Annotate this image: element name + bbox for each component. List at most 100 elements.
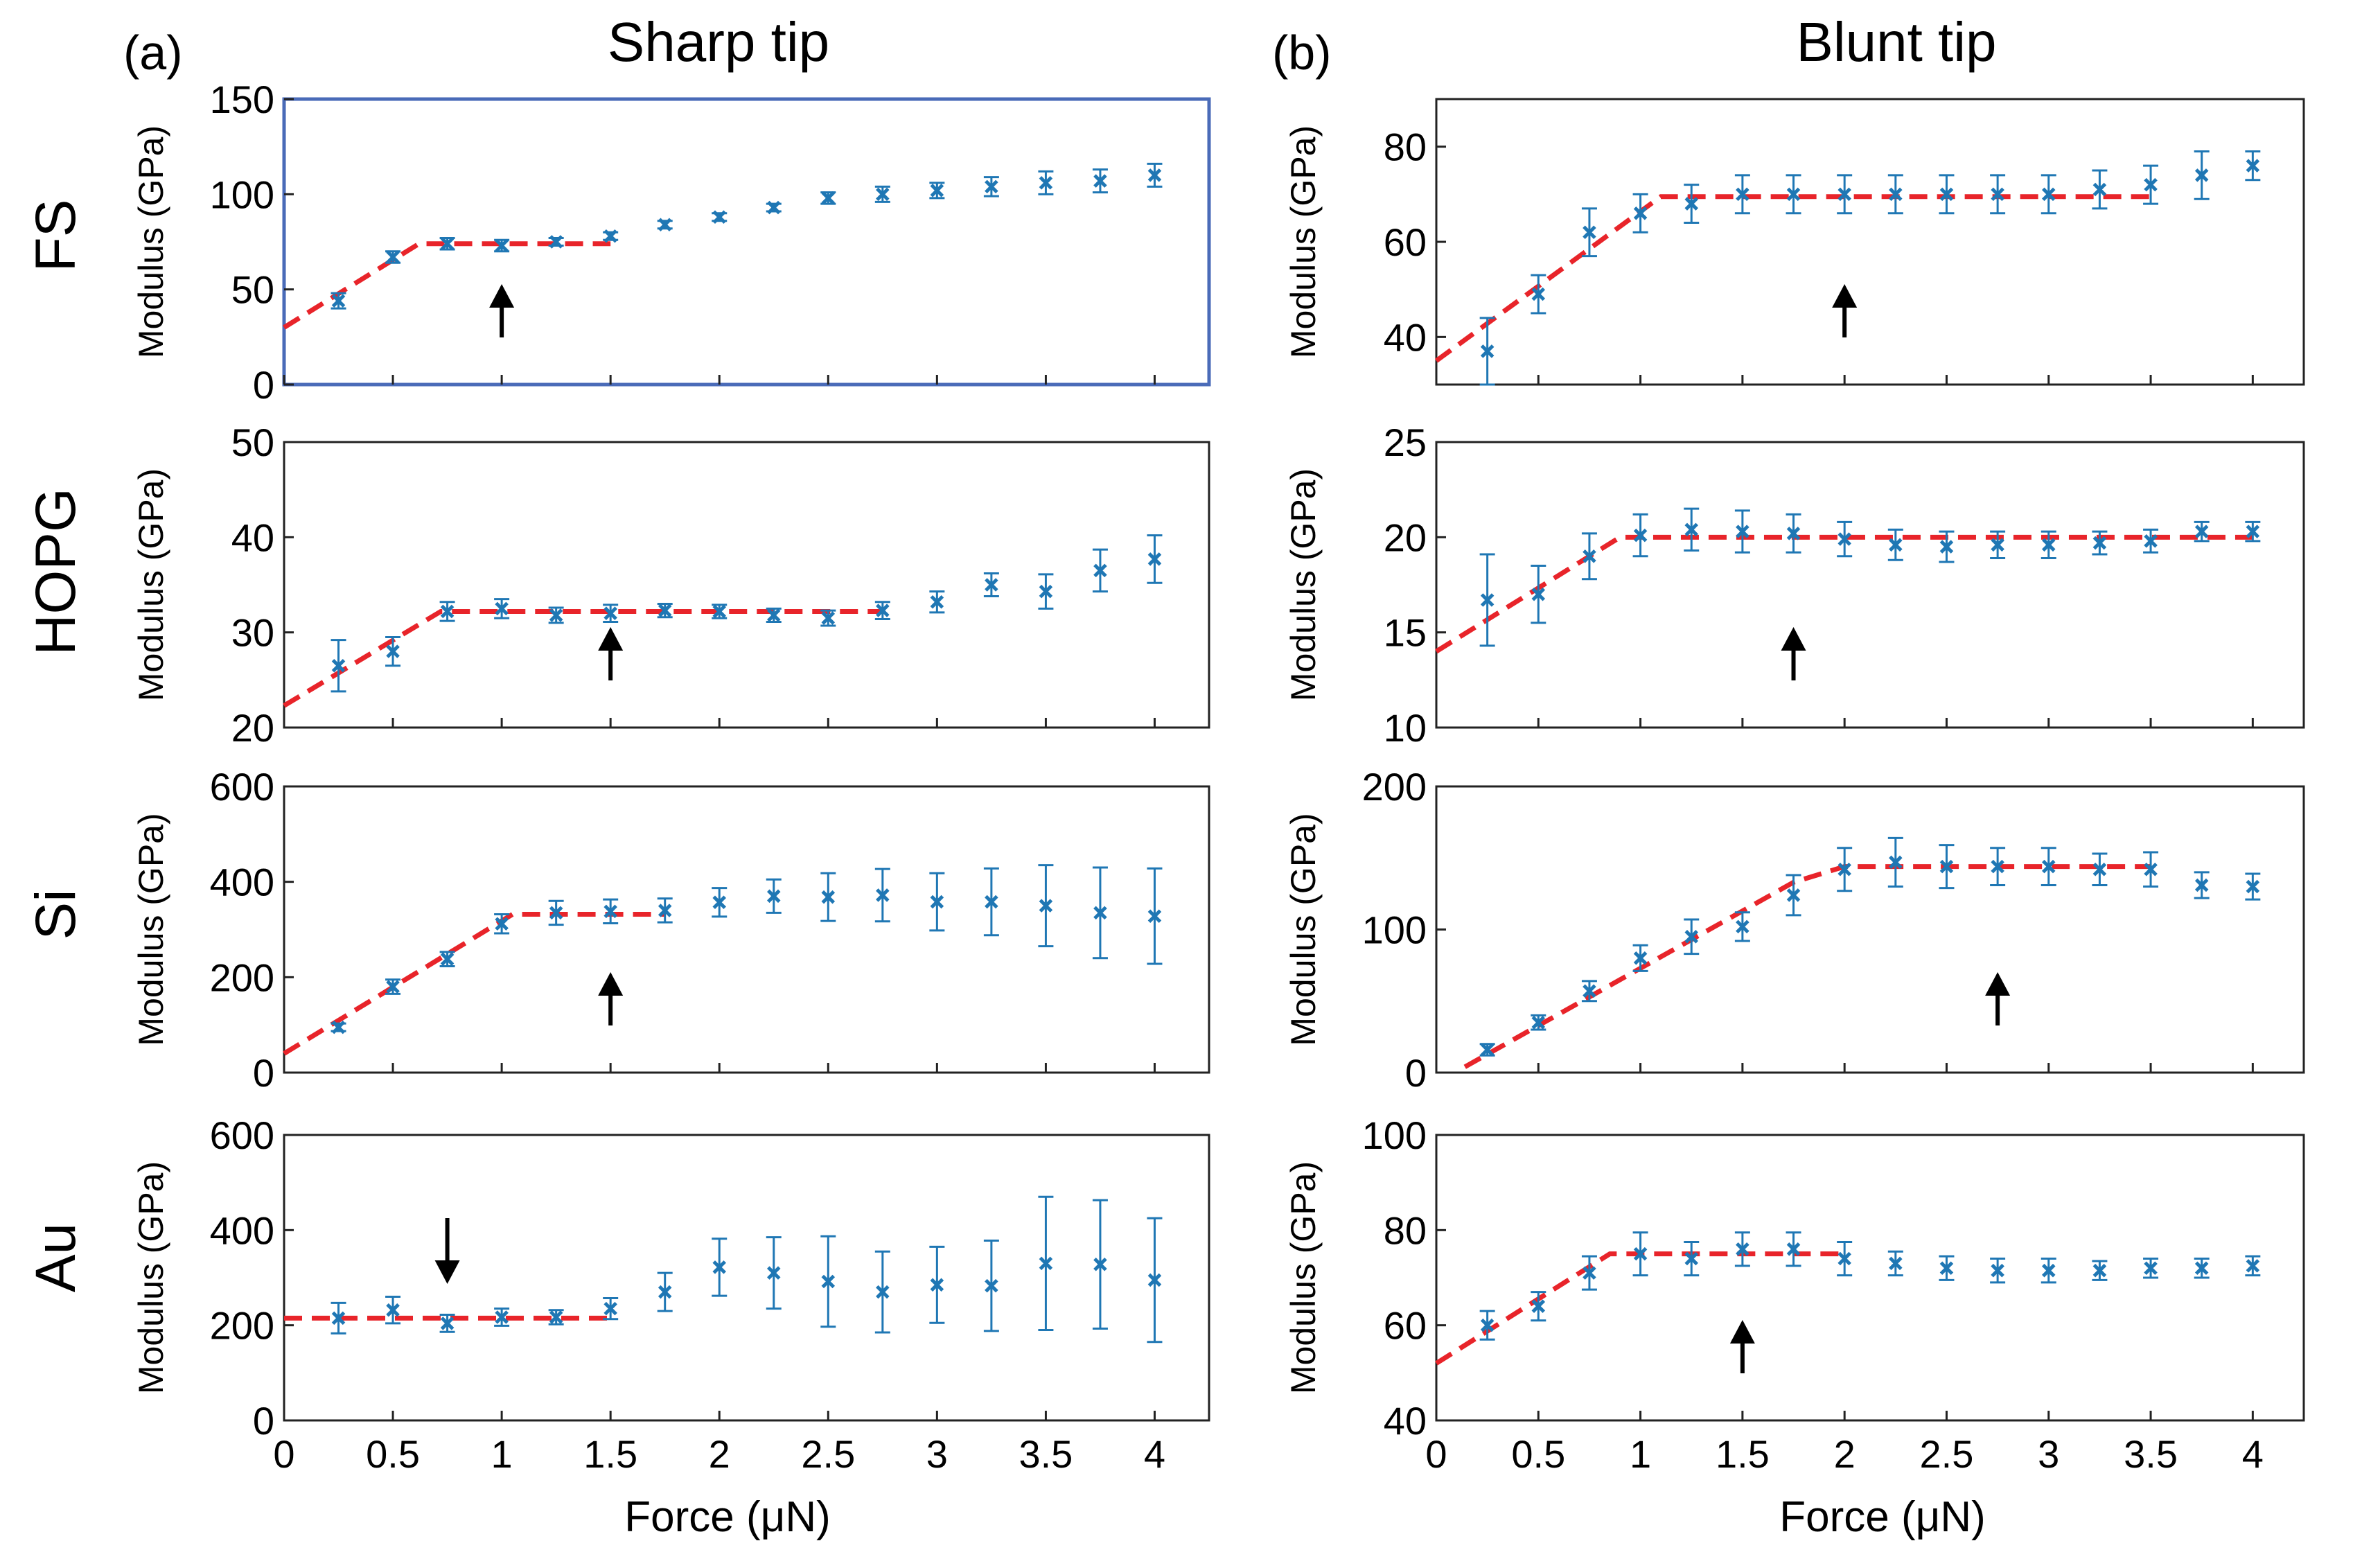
data-point	[1990, 174, 2006, 215]
y-tick-label: 10	[1384, 706, 1427, 750]
column-title-blunt-tip: Blunt tip	[1796, 11, 1996, 73]
data-point	[1479, 1310, 1495, 1341]
data-point	[2040, 1258, 2056, 1284]
data-marker	[821, 611, 836, 625]
data-marker	[2194, 168, 2209, 182]
data-marker	[766, 200, 781, 215]
panel-b-Si: 0 100 200 Modulus (GPa)	[1284, 765, 2305, 1095]
x-tick-label: 1.5	[583, 1432, 637, 1476]
data-point	[494, 598, 510, 619]
data-marker	[1093, 174, 1107, 188]
x-axis-label-blunt: Force (μN)	[1779, 1493, 1986, 1541]
data-point	[983, 867, 999, 937]
fit-line	[1435, 534, 2253, 654]
data-marker	[658, 1285, 672, 1299]
x-tick-label: 4	[1144, 1432, 1165, 1476]
data-point	[712, 210, 728, 224]
data-point	[929, 872, 945, 932]
data-marker	[1889, 855, 1903, 870]
fit-line	[283, 608, 883, 708]
arrow-head	[1985, 972, 2011, 996]
data-marker	[1583, 984, 1596, 998]
data-marker	[1531, 287, 1546, 301]
axes-frame	[1435, 441, 2305, 729]
data-marker	[2092, 1263, 2107, 1278]
data-point	[385, 250, 401, 264]
data-point	[1990, 847, 2006, 886]
data-marker	[1480, 593, 1495, 607]
data-marker	[1837, 187, 1851, 202]
y-tick-label: 80	[1384, 1208, 1427, 1252]
data-point	[983, 176, 999, 197]
data-point	[1092, 1199, 1108, 1330]
data-marker	[2092, 536, 2107, 550]
arrow-icon	[1729, 1320, 1755, 1373]
x-tick-label: 0.5	[366, 1432, 420, 1476]
data-marker	[495, 917, 509, 931]
row-label-si: Si	[24, 890, 87, 940]
data-marker	[1939, 1261, 1954, 1276]
data-marker	[386, 250, 400, 264]
data-marker	[930, 594, 944, 609]
data-point	[385, 978, 401, 995]
data-point	[929, 182, 945, 200]
x-tick-label: 1	[1630, 1432, 1651, 1476]
data-point	[874, 601, 890, 620]
y-tick-label: 0	[253, 363, 274, 407]
data-marker	[1147, 909, 1162, 923]
y-axis-label: Modulus (GPa)	[132, 468, 170, 701]
data-marker	[2194, 1261, 2209, 1276]
panel-b-Au: 0 0.5 1 1.5 2 2.5 3 3.5 4 40 60 80 100 Modulus (GPa)	[1284, 1113, 2305, 1476]
data-point	[494, 913, 510, 935]
data-marker	[331, 658, 346, 673]
data-point	[2194, 1258, 2210, 1279]
data-marker	[985, 179, 998, 194]
data-marker	[2144, 177, 2158, 192]
data-point	[2092, 169, 2108, 210]
arrow-icon	[598, 972, 624, 1025]
y-tick-label: 400	[210, 861, 274, 904]
data-marker	[1531, 1015, 1546, 1030]
data-point	[385, 1295, 401, 1325]
data-point	[2245, 520, 2261, 543]
data-marker	[766, 608, 781, 622]
data-point	[2092, 852, 2108, 886]
data-point	[1939, 844, 1955, 890]
data-marker	[985, 895, 998, 909]
data-marker	[549, 1310, 563, 1324]
data-point	[1939, 1255, 1955, 1281]
data-point	[1479, 553, 1495, 647]
data-point	[1581, 207, 1597, 258]
axes-frame	[1435, 98, 2305, 386]
arrow-head	[598, 627, 624, 651]
y-tick-label: 50	[231, 421, 274, 464]
arrow-head	[489, 284, 515, 308]
data-point	[820, 1235, 836, 1328]
data-marker	[712, 210, 727, 224]
data-marker	[2246, 159, 2260, 173]
data-marker	[2144, 534, 2158, 548]
data-marker	[2246, 525, 2260, 538]
data-point	[2040, 847, 2056, 886]
data-point	[1786, 1231, 1801, 1267]
data-marker	[2246, 1259, 2260, 1273]
data-marker	[603, 606, 617, 620]
data-marker	[1991, 1263, 2004, 1278]
data-marker	[1147, 168, 1162, 182]
data-marker	[2041, 859, 2056, 874]
y-axis-label: Modulus (GPa)	[1284, 1161, 1323, 1394]
data-marker	[876, 187, 890, 202]
arrow-head	[1832, 284, 1858, 308]
column-title-sharp-tip: Sharp tip	[608, 11, 829, 73]
arrow-head	[1781, 627, 1806, 651]
data-marker	[1889, 1256, 1903, 1271]
data-point	[1837, 174, 1853, 215]
data-marker	[1684, 197, 1699, 211]
data-marker	[876, 604, 890, 617]
data-marker	[1991, 859, 2004, 874]
y-tick-label: 600	[210, 765, 274, 809]
y-tick-label: 100	[1362, 1113, 1427, 1157]
data-marker	[1889, 187, 1903, 202]
data-point	[1092, 168, 1108, 194]
